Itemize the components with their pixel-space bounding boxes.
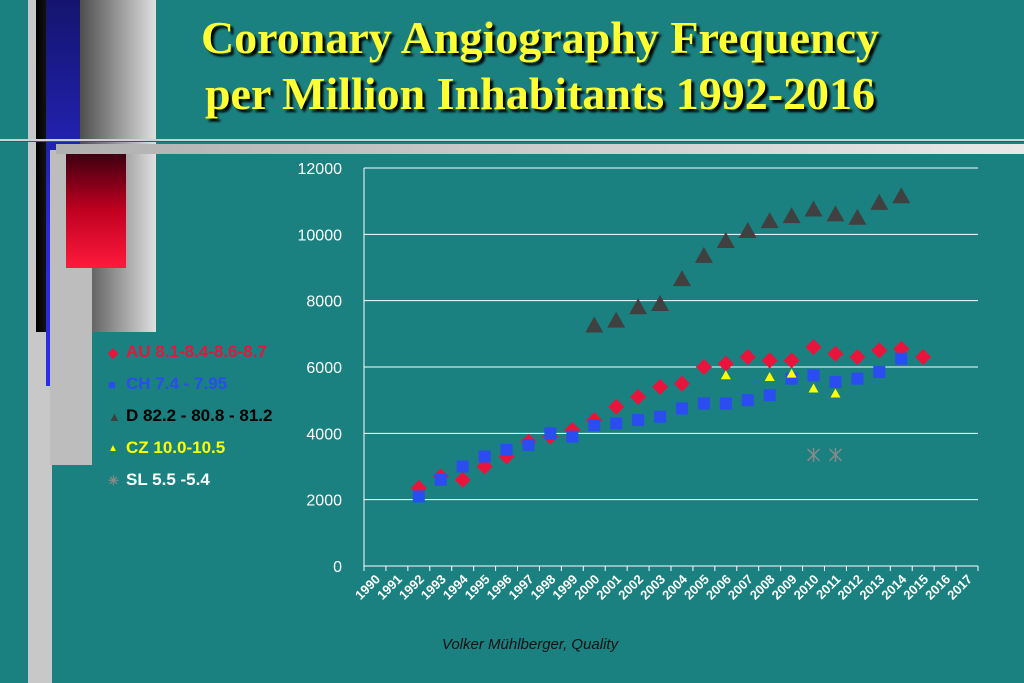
legend-marker-icon: ▲ <box>108 442 118 454</box>
data-point-cz <box>720 370 731 380</box>
data-point-ch <box>588 419 601 432</box>
y-tick-label: 10000 <box>298 227 343 244</box>
data-point-ch <box>807 369 820 382</box>
y-tick-label: 8000 <box>306 294 342 311</box>
data-point-ch <box>741 394 754 407</box>
data-point-d <box>694 246 713 263</box>
data-point-cz <box>764 371 775 381</box>
data-point-d <box>870 193 889 210</box>
data-point-au <box>849 349 866 366</box>
data-point-au <box>717 355 734 372</box>
data-point-au <box>673 375 690 392</box>
data-point-ch <box>675 402 688 415</box>
title-line-1: Coronary Angiography Frequency <box>200 12 880 63</box>
data-point-au <box>630 388 647 405</box>
legend-item-d: ▲ D 82.2 - 80.8 - 81.2 <box>108 400 358 432</box>
data-point-ch <box>478 450 491 463</box>
data-point-ch <box>610 417 623 430</box>
data-point-cz <box>786 368 797 378</box>
legend-label: D 82.2 - 80.8 - 81.2 <box>126 406 273 425</box>
data-point-au <box>695 359 712 375</box>
data-point-ch <box>434 473 447 486</box>
data-point-ch <box>500 443 513 456</box>
chart-legend: ◆ AU 8.1-8.4-8.6-8.7 ■ CH 7.4 - 7.95 ▲ D 82.2… <box>108 336 358 496</box>
data-point-sl <box>828 447 842 462</box>
data-point-d <box>651 294 670 311</box>
data-point-d <box>629 298 648 315</box>
legend-marker-icon: ◆ <box>108 344 118 360</box>
data-point-d <box>804 200 823 217</box>
data-point-sl <box>807 447 821 462</box>
data-point-au <box>805 339 822 356</box>
data-point-d <box>848 208 867 225</box>
data-point-ch <box>632 414 645 427</box>
decor-gray-strip <box>56 144 1024 154</box>
y-tick-label: 0 <box>333 559 342 576</box>
data-point-ch <box>654 410 667 423</box>
data-point-cz <box>830 388 841 398</box>
footer-credit: Volker Mühlberger, Quality <box>441 636 619 653</box>
data-point-ch <box>566 430 579 443</box>
decor-red-block <box>66 152 126 268</box>
y-tick-label: 6000 <box>306 360 342 377</box>
data-point-au <box>827 345 844 362</box>
data-point-d <box>892 187 911 204</box>
data-point-au <box>915 349 932 366</box>
legend-item-au: ◆ AU 8.1-8.4-8.6-8.7 <box>108 336 358 368</box>
data-point-ch <box>829 375 842 388</box>
data-point-au <box>871 342 888 359</box>
legend-item-ch: ■ CH 7.4 - 7.95 <box>108 368 358 400</box>
data-point-d <box>672 270 691 287</box>
data-point-ch <box>544 427 557 440</box>
data-point-d <box>782 207 801 224</box>
legend-item-sl: ✳ SL 5.5 -5.4 <box>108 464 358 496</box>
data-point-d <box>760 212 779 229</box>
y-tick-label: 12000 <box>298 161 343 178</box>
data-point-au <box>761 352 778 369</box>
legend-label: AU 8.1-8.4-8.6-8.7 <box>126 342 267 361</box>
legend-marker-icon: ■ <box>108 376 116 392</box>
legend-label: SL 5.5 -5.4 <box>126 470 210 489</box>
data-point-au <box>454 471 471 488</box>
data-point-d <box>716 231 735 248</box>
data-point-ch <box>697 397 710 410</box>
data-point-ch <box>763 389 776 402</box>
data-point-ch <box>851 372 864 385</box>
data-point-d <box>738 222 757 239</box>
data-point-au <box>608 398 625 415</box>
data-point-ch <box>522 438 535 451</box>
data-point-ch <box>456 460 469 473</box>
data-point-au <box>652 378 669 395</box>
data-point-au <box>739 349 756 366</box>
data-point-d <box>826 205 845 222</box>
decor-horizontal-line <box>0 139 1024 141</box>
data-point-d <box>585 316 604 333</box>
x-tick-label: 2017 <box>944 572 975 603</box>
legend-item-cz: ▲ CZ 10.0-10.5 <box>108 432 358 464</box>
y-tick-label: 4000 <box>306 426 342 443</box>
data-point-au <box>783 352 800 369</box>
data-point-d <box>607 311 626 328</box>
data-point-cz <box>808 383 819 393</box>
legend-marker-icon: ✳ <box>108 472 119 488</box>
decor-red-line <box>0 141 1024 142</box>
data-point-ch <box>873 365 886 378</box>
page-title: Coronary Angiography Frequency per Milli… <box>150 10 930 122</box>
y-tick-label: 2000 <box>306 493 342 510</box>
data-point-ch <box>719 397 732 410</box>
title-line-2: per Million Inhabitants 1992-2016 <box>204 68 876 119</box>
legend-label: CZ 10.0-10.5 <box>126 438 226 457</box>
data-point-ch <box>412 490 425 503</box>
data-point-ch <box>895 352 908 365</box>
legend-label: CH 7.4 - 7.95 <box>126 374 228 393</box>
legend-marker-icon: ▲ <box>108 408 121 424</box>
